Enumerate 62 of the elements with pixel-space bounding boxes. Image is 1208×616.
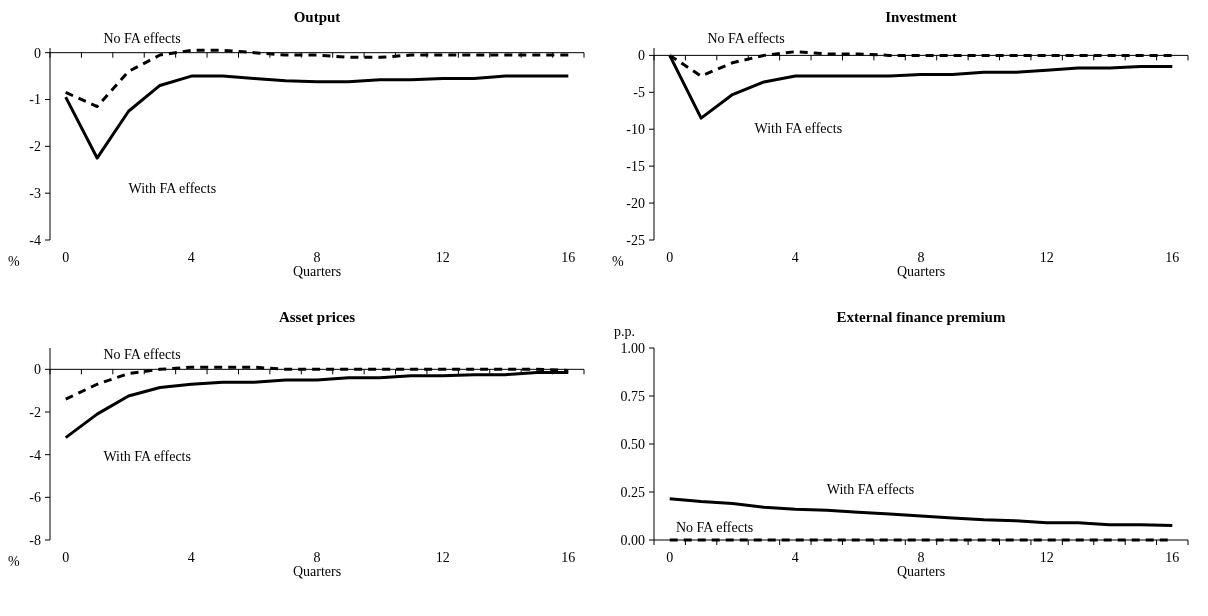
y-tick-label: 0.50 — [620, 436, 645, 452]
y-tick-label: -20 — [626, 195, 645, 211]
chart-title: Investment — [885, 9, 957, 25]
x-tick-label: 4 — [187, 550, 195, 565]
text: With FA effects — [103, 449, 191, 465]
chart-title: Asset prices — [278, 309, 356, 325]
y-tick-label: -4 — [29, 232, 41, 248]
series-label: No FA effects — [103, 30, 181, 46]
series-label: No FA effects — [675, 520, 754, 535]
x-tick-label: 16 — [561, 250, 576, 265]
x-tick-label: 0 — [666, 550, 674, 565]
y-tick-label: -6 — [29, 490, 41, 506]
y-tick-label: -2 — [29, 139, 41, 155]
series-label: No FA effects — [103, 347, 181, 363]
x-tick-label: 12 — [435, 250, 450, 265]
y-axis-title: % — [612, 254, 624, 269]
x-axis-title: Quarters — [896, 564, 946, 579]
y-tick-label: 0 — [638, 48, 645, 64]
x-tick-label: 16 — [1165, 250, 1180, 265]
y-tick-label: 0 — [34, 45, 41, 61]
y-axis-title: % — [8, 254, 20, 269]
y-tick-label: -3 — [29, 186, 41, 202]
chart-title: External finance premium — [836, 309, 1006, 325]
y-axis-title: % — [8, 554, 20, 569]
chart-title: Output — [293, 9, 341, 25]
y-tick-label: -4 — [29, 447, 41, 463]
y-tick-label: 0 — [34, 362, 41, 378]
x-tick-label: 4 — [791, 250, 799, 265]
y-tick-label: 0.75 — [620, 388, 645, 404]
x-tick-label: 4 — [187, 250, 195, 265]
x-axis-title: Quarters — [292, 564, 342, 579]
y-tick-label: -1 — [29, 92, 41, 108]
series-label: With FA effects — [826, 482, 915, 497]
y-axis-title: p.p. — [614, 324, 635, 339]
y-tick-label: 0.25 — [620, 484, 645, 500]
x-tick-label: 4 — [791, 550, 799, 565]
text: With FA effects — [754, 121, 843, 137]
x-tick-label: 16 — [1165, 550, 1180, 565]
x-tick-label: 12 — [1039, 250, 1054, 265]
x-tick-label: 0 — [62, 250, 70, 265]
x-tick-label: 0 — [666, 250, 674, 265]
x-tick-label: 0 — [62, 550, 70, 565]
x-axis-title: Quarters — [896, 264, 946, 279]
y-tick-label: 0.00 — [620, 532, 645, 548]
y-tick-label: -5 — [633, 85, 645, 101]
y-tick-label: -10 — [626, 122, 645, 138]
y-tick-label: -2 — [29, 404, 41, 420]
y-tick-label: -25 — [626, 232, 645, 248]
y-tick-label: 1.00 — [620, 340, 645, 356]
x-axis-title: Quarters — [292, 264, 342, 279]
line-series — [64, 74, 570, 160]
text: With FA effects — [128, 180, 217, 196]
series-label: No FA effects — [707, 31, 785, 47]
x-tick-label: 12 — [435, 550, 450, 565]
y-tick-label: -8 — [29, 532, 41, 548]
x-tick-label: 16 — [561, 550, 576, 565]
y-tick-label: -15 — [626, 159, 645, 175]
x-tick-label: 12 — [1039, 550, 1054, 565]
x-tick-label: 8 — [917, 250, 925, 265]
x-tick-label: 8 — [917, 550, 925, 565]
x-tick-label: 8 — [313, 550, 321, 565]
x-tick-label: 8 — [313, 250, 321, 265]
